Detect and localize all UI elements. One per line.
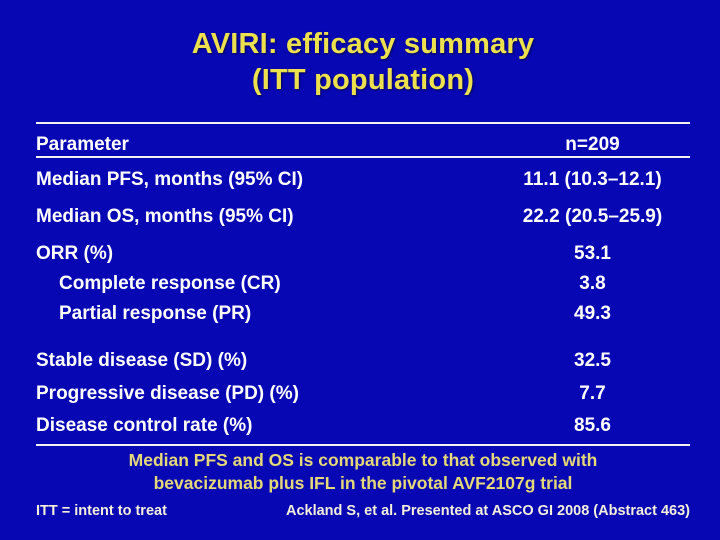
column-header-n: n=209 [565, 134, 620, 155]
row-label: Disease control rate (%) [36, 415, 253, 436]
divider-under-title [36, 122, 690, 124]
table-row: Median OS, months (95% CI) 22.2 (20.5–25… [36, 205, 690, 228]
divider-under-header [36, 156, 690, 158]
table-row: ORR (%) 53.1 [36, 242, 690, 265]
footnote-bar: ITT = intent to treat Ackland S, et al. … [36, 503, 690, 519]
row-value: 53.1 [574, 243, 611, 264]
table-row: Progressive disease (PD) (%) 7.7 [36, 382, 690, 405]
row-label: Complete response (CR) [59, 273, 281, 294]
slide-title-line1: AVIRI: efficacy summary [191, 28, 535, 60]
callout-message: Median PFS and OS is comparable to that … [36, 449, 690, 495]
slide-title: AVIRI: efficacy summary (ITT population) [36, 0, 690, 98]
row-value: 22.2 (20.5–25.9) [522, 206, 663, 227]
callout-line1: Median PFS and OS is comparable to that … [128, 450, 598, 470]
footnote-abbreviation: ITT = intent to treat [36, 503, 167, 519]
table-row: Stable disease (SD) (%) 32.5 [36, 349, 690, 372]
table-row: Complete response (CR) 3.8 [36, 272, 690, 295]
row-value: 32.5 [574, 350, 611, 371]
row-label: ORR (%) [36, 243, 114, 264]
row-label: Progressive disease (PD) (%) [36, 383, 299, 404]
slide-title-line2: (ITT population) [251, 64, 475, 96]
row-label: Partial response (PR) [59, 303, 252, 324]
table-header-row: Parameter n=209 [36, 133, 690, 156]
table-row: Disease control rate (%) 85.6 [36, 414, 690, 437]
footnote-citation: Ackland S, et al. Presented at ASCO GI 2… [285, 503, 690, 519]
table-row: Median PFS, months (95% CI) 11.1 (10.3–1… [36, 168, 690, 191]
row-value: 49.3 [574, 303, 611, 324]
table-row: Partial response (PR) 49.3 [36, 302, 690, 325]
row-value: 85.6 [574, 415, 611, 436]
row-value: 11.1 (10.3–12.1) [523, 169, 662, 190]
row-label: Stable disease (SD) (%) [36, 350, 248, 371]
row-value: 7.7 [579, 383, 606, 404]
row-label: Median PFS, months (95% CI) [36, 169, 304, 190]
row-value: 3.8 [579, 273, 606, 294]
divider-above-callout [36, 444, 690, 446]
row-label: Median OS, months (95% CI) [36, 206, 294, 227]
callout-line2: bevacizumab plus IFL in the pivotal AVF2… [153, 473, 573, 493]
column-header-parameter: Parameter [36, 134, 129, 155]
